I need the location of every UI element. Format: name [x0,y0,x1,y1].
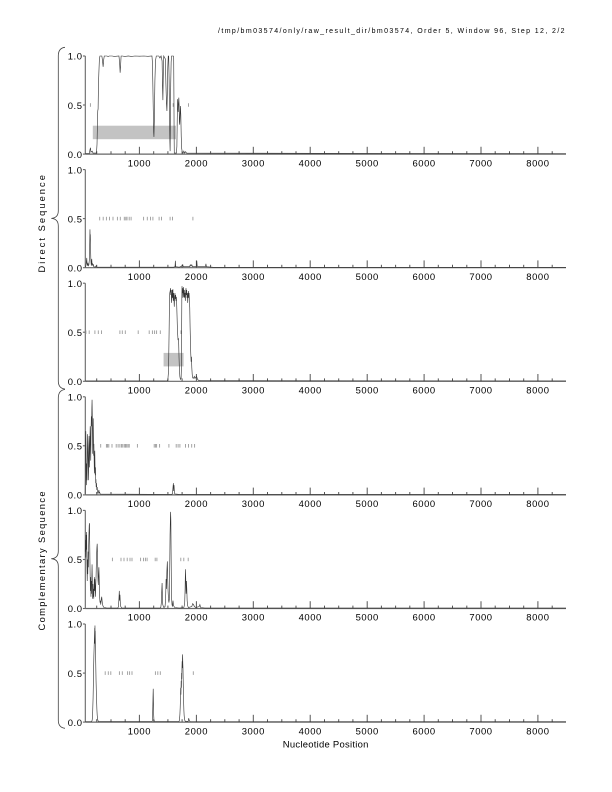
svg-text:0.5: 0.5 [68,328,83,339]
svg-text:4000: 4000 [299,386,322,397]
svg-text:0.5: 0.5 [68,442,83,453]
svg-text:4000: 4000 [299,158,322,169]
svg-text:/tmp/bm03574/only/raw_result_d: /tmp/bm03574/only/raw_result_dir/bm03574… [218,28,566,35]
svg-text:7000: 7000 [469,726,492,737]
svg-text:3000: 3000 [242,499,265,510]
svg-text:6000: 6000 [412,499,435,510]
svg-text:1000: 1000 [128,499,151,510]
svg-text:2000: 2000 [185,726,208,737]
svg-text:0.5: 0.5 [68,101,83,112]
svg-text:1.0: 1.0 [68,279,83,290]
svg-text:4000: 4000 [299,613,322,624]
svg-text:0.5: 0.5 [68,214,83,225]
svg-text:5000: 5000 [356,499,379,510]
svg-text:7000: 7000 [469,386,492,397]
svg-text:1.0: 1.0 [68,165,83,176]
svg-text:1000: 1000 [128,158,151,169]
svg-text:Nucleotide Position: Nucleotide Position [283,739,369,750]
svg-text:6000: 6000 [412,272,435,283]
svg-text:5000: 5000 [356,386,379,397]
svg-text:0.0: 0.0 [68,604,83,615]
svg-text:1.0: 1.0 [68,506,83,517]
svg-text:3000: 3000 [242,272,265,283]
svg-text:4000: 4000 [299,726,322,737]
svg-text:5000: 5000 [356,726,379,737]
svg-text:Complementary Sequence: Complementary Sequence [37,490,47,630]
svg-text:1000: 1000 [128,272,151,283]
svg-text:0.5: 0.5 [68,555,83,566]
svg-text:1.0: 1.0 [68,620,83,631]
svg-text:8000: 8000 [526,499,549,510]
svg-text:0.5: 0.5 [68,669,83,680]
svg-text:4000: 4000 [299,499,322,510]
svg-text:1000: 1000 [128,613,151,624]
svg-text:0.0: 0.0 [68,263,83,274]
svg-text:7000: 7000 [469,158,492,169]
svg-text:2000: 2000 [185,386,208,397]
svg-text:1000: 1000 [128,726,151,737]
svg-text:0.0: 0.0 [68,377,83,388]
svg-text:8000: 8000 [526,386,549,397]
svg-text:0.0: 0.0 [68,150,83,161]
svg-text:7000: 7000 [469,613,492,624]
svg-text:7000: 7000 [469,499,492,510]
svg-text:8000: 8000 [526,726,549,737]
svg-text:Direct Sequence: Direct Sequence [37,173,47,272]
svg-text:4000: 4000 [299,272,322,283]
svg-text:2000: 2000 [185,158,208,169]
svg-text:6000: 6000 [412,386,435,397]
svg-text:3000: 3000 [242,386,265,397]
svg-text:8000: 8000 [526,272,549,283]
svg-text:3000: 3000 [242,726,265,737]
svg-text:2000: 2000 [185,272,208,283]
svg-text:1.0: 1.0 [68,52,83,63]
svg-text:1000: 1000 [128,386,151,397]
svg-text:6000: 6000 [412,726,435,737]
svg-text:0.0: 0.0 [68,491,83,502]
svg-text:3000: 3000 [242,613,265,624]
svg-text:2000: 2000 [185,613,208,624]
svg-text:8000: 8000 [526,158,549,169]
svg-text:8000: 8000 [526,613,549,624]
svg-text:5000: 5000 [356,272,379,283]
svg-text:7000: 7000 [469,272,492,283]
svg-text:1.0: 1.0 [68,393,83,404]
svg-text:6000: 6000 [412,613,435,624]
svg-text:3000: 3000 [242,158,265,169]
svg-text:5000: 5000 [356,613,379,624]
svg-text:5000: 5000 [356,158,379,169]
svg-text:6000: 6000 [412,158,435,169]
svg-text:2000: 2000 [185,499,208,510]
svg-text:0.0: 0.0 [68,718,83,729]
